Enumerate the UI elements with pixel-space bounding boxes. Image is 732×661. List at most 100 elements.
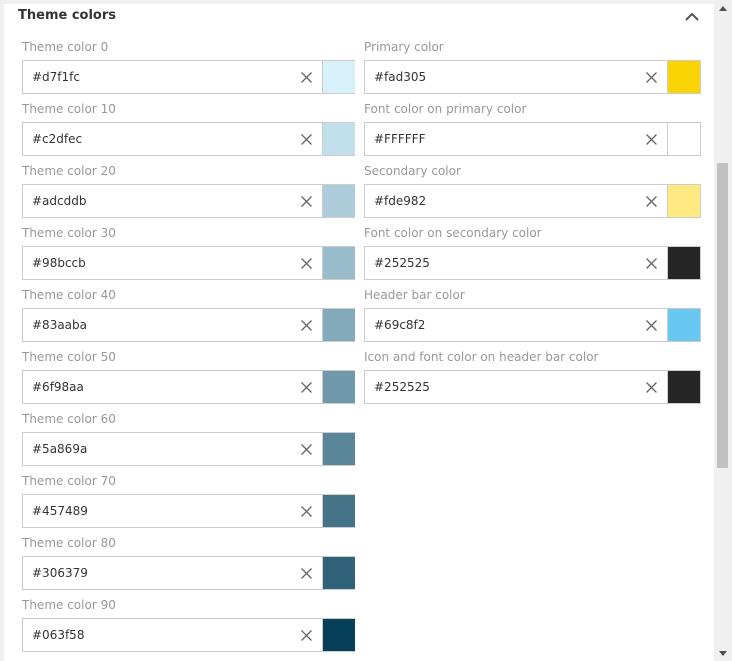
close-icon (300, 257, 312, 269)
hex-color-input[interactable] (23, 247, 293, 279)
color-field-label: Font color on secondary color (364, 226, 542, 240)
collapse-button[interactable] (682, 6, 702, 26)
clear-button[interactable] (298, 503, 314, 519)
clear-button[interactable] (298, 379, 314, 395)
color-field-label: Theme color 30 (22, 226, 116, 240)
panel-header[interactable]: Theme colors (4, 4, 714, 28)
color-swatch[interactable] (667, 123, 700, 155)
color-input-group (364, 308, 701, 342)
color-field-label: Theme color 10 (22, 102, 116, 116)
close-icon (645, 195, 657, 207)
color-swatch[interactable] (667, 371, 700, 403)
clear-button[interactable] (643, 317, 659, 333)
hex-color-input[interactable] (23, 433, 293, 465)
clear-button[interactable] (298, 627, 314, 643)
color-field-label: Theme color 70 (22, 474, 116, 488)
clear-button[interactable] (643, 255, 659, 271)
close-icon (645, 381, 657, 393)
clear-button[interactable] (298, 565, 314, 581)
color-field-label: Theme color 90 (22, 598, 116, 612)
color-swatch[interactable] (667, 309, 700, 341)
close-icon (300, 133, 312, 145)
color-swatch[interactable] (322, 557, 355, 589)
scroll-up-arrow-icon (718, 5, 727, 11)
close-icon (300, 319, 312, 331)
color-input-group (22, 60, 355, 94)
scrollbar-thumb[interactable] (717, 163, 728, 468)
close-icon (645, 257, 657, 269)
color-swatch[interactable] (322, 247, 355, 279)
color-field-label: Theme color 20 (22, 164, 116, 178)
hex-color-input[interactable] (23, 619, 293, 651)
hex-color-input[interactable] (23, 495, 293, 527)
color-swatch[interactable] (667, 247, 700, 279)
color-input-group (22, 246, 355, 280)
panel-title: Theme colors (18, 8, 117, 23)
color-swatch[interactable] (322, 371, 355, 403)
clear-button[interactable] (643, 131, 659, 147)
clear-button[interactable] (298, 193, 314, 209)
color-field-label: Header bar color (364, 288, 465, 302)
color-swatch[interactable] (322, 433, 355, 465)
close-icon (300, 381, 312, 393)
color-swatch[interactable] (322, 123, 355, 155)
color-field-label: Theme color 50 (22, 350, 116, 364)
hex-color-input[interactable] (23, 61, 293, 93)
color-swatch[interactable] (667, 61, 700, 93)
color-input-group (364, 184, 701, 218)
color-input-group (22, 370, 355, 404)
color-field-label: Theme color 40 (22, 288, 116, 302)
color-input-group (22, 432, 355, 466)
close-icon (645, 71, 657, 83)
color-field-label: Theme color 60 (22, 412, 116, 426)
color-input-group (364, 122, 701, 156)
hex-color-input[interactable] (23, 371, 293, 403)
clear-button[interactable] (298, 317, 314, 333)
color-field-label: Font color on primary color (364, 102, 527, 116)
clear-button[interactable] (643, 379, 659, 395)
hex-color-input[interactable] (23, 123, 293, 155)
color-swatch[interactable] (322, 495, 355, 527)
close-icon (300, 195, 312, 207)
hex-color-input[interactable] (365, 185, 635, 217)
hex-color-input[interactable] (365, 247, 635, 279)
color-swatch[interactable] (667, 185, 700, 217)
color-input-group (22, 494, 355, 528)
clear-button[interactable] (643, 69, 659, 85)
close-icon (300, 443, 312, 455)
scroll-up-button[interactable] (714, 0, 731, 16)
color-input-group (22, 122, 355, 156)
vertical-scrollbar[interactable] (714, 0, 731, 661)
color-swatch[interactable] (322, 185, 355, 217)
color-field-label: Theme color 0 (22, 40, 109, 54)
clear-button[interactable] (298, 69, 314, 85)
close-icon (300, 567, 312, 579)
color-field-label: Secondary color (364, 164, 461, 178)
hex-color-input[interactable] (365, 61, 635, 93)
color-swatch[interactable] (322, 309, 355, 341)
hex-color-input[interactable] (365, 371, 635, 403)
clear-button[interactable] (298, 441, 314, 457)
hex-color-input[interactable] (365, 309, 635, 341)
color-input-group (22, 184, 355, 218)
hex-color-input[interactable] (23, 557, 293, 589)
close-icon (300, 505, 312, 517)
chevron-up-icon (685, 12, 699, 21)
color-field-label: Icon and font color on header bar color (364, 350, 599, 364)
color-input-group (364, 246, 701, 280)
hex-color-input[interactable] (23, 185, 293, 217)
scroll-down-button[interactable] (714, 645, 731, 661)
scroll-down-arrow-icon (718, 650, 727, 656)
color-input-group (364, 60, 701, 94)
hex-color-input[interactable] (23, 309, 293, 341)
hex-color-input[interactable] (365, 123, 635, 155)
close-icon (645, 133, 657, 145)
clear-button[interactable] (298, 131, 314, 147)
color-swatch[interactable] (322, 61, 355, 93)
close-icon (300, 629, 312, 641)
clear-button[interactable] (298, 255, 314, 271)
close-icon (300, 71, 312, 83)
color-field-label: Theme color 80 (22, 536, 116, 550)
color-swatch[interactable] (322, 619, 355, 651)
clear-button[interactable] (643, 193, 659, 209)
